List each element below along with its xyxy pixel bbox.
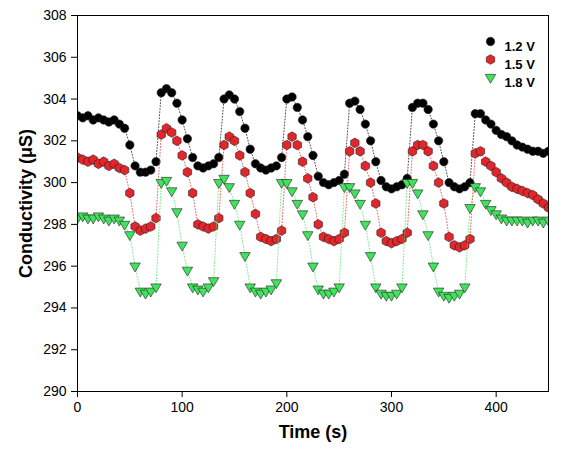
svg-text:290: 290 [43,383,67,399]
svg-text:400: 400 [484,399,508,415]
svg-text:0: 0 [74,399,82,415]
svg-text:296: 296 [43,258,67,274]
svg-text:294: 294 [43,299,67,315]
svg-text:1.8 V: 1.8 V [505,75,536,90]
svg-text:300: 300 [380,399,404,415]
svg-text:304: 304 [43,91,67,107]
svg-text:Conductivity (μS): Conductivity (μS) [16,129,36,278]
svg-text:300: 300 [43,174,67,190]
svg-text:100: 100 [170,399,194,415]
svg-text:306: 306 [43,49,67,65]
svg-text:308: 308 [43,7,67,23]
svg-text:292: 292 [43,341,67,357]
svg-text:Time (s): Time (s) [279,422,348,442]
svg-text:298: 298 [43,216,67,232]
svg-text:1.5 V: 1.5 V [505,57,536,72]
svg-text:302: 302 [43,132,67,148]
svg-text:1.2 V: 1.2 V [505,39,536,54]
svg-text:200: 200 [275,399,299,415]
